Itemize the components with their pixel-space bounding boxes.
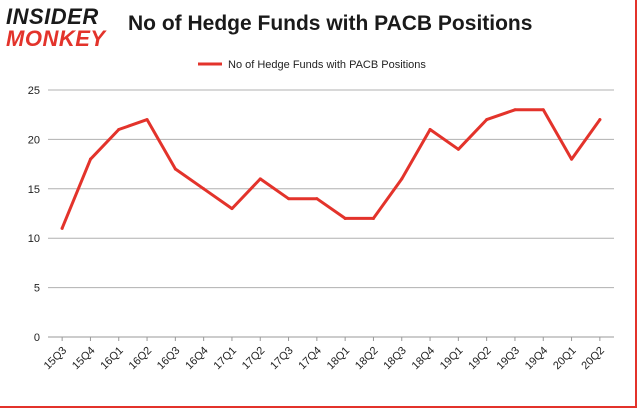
x-tick-label: 19Q3 xyxy=(495,345,523,373)
legend-label: No of Hedge Funds with PACB Positions xyxy=(228,59,426,71)
x-tick-label: 18Q3 xyxy=(381,345,409,373)
x-tick-label: 19Q1 xyxy=(438,345,466,373)
series-line xyxy=(60,108,602,230)
data-point xyxy=(400,177,404,181)
data-point xyxy=(570,157,574,161)
y-tick-label: 10 xyxy=(28,233,40,245)
data-point xyxy=(598,118,602,122)
x-tick-label: 17Q2 xyxy=(240,345,268,373)
y-tick-label: 25 xyxy=(28,85,40,97)
x-tick-label: 18Q4 xyxy=(410,345,438,373)
x-tick-label: 16Q4 xyxy=(183,345,211,373)
data-point xyxy=(173,167,177,171)
x-tick-label: 16Q2 xyxy=(127,345,155,373)
x-tick-label: 15Q4 xyxy=(70,345,98,373)
x-tick-label: 15Q3 xyxy=(42,345,70,373)
logo-line-2: MONKEY xyxy=(6,26,106,51)
data-point xyxy=(456,147,460,151)
logo-line-1: INSIDER xyxy=(6,4,99,29)
data-point xyxy=(287,197,291,201)
chart-title: No of Hedge Funds with PACB Positions xyxy=(128,12,533,35)
data-point xyxy=(202,187,206,191)
x-tick-label: 17Q1 xyxy=(212,345,240,373)
x-tick-label: 20Q2 xyxy=(579,345,607,373)
data-point xyxy=(258,177,262,181)
data-point xyxy=(485,118,489,122)
data-point xyxy=(230,207,234,211)
x-tick-label: 17Q3 xyxy=(268,345,296,373)
data-point xyxy=(371,216,375,220)
data-point xyxy=(343,216,347,220)
x-tick-label: 17Q4 xyxy=(296,345,324,373)
x-tick-label: 18Q2 xyxy=(353,345,381,373)
data-point xyxy=(513,108,517,112)
data-point xyxy=(117,128,121,132)
x-tick-label: 19Q4 xyxy=(523,345,551,373)
data-point xyxy=(60,226,64,230)
y-tick-label: 15 xyxy=(28,184,40,196)
y-tick-label: 0 xyxy=(34,332,40,344)
y-tick-label: 20 xyxy=(28,134,40,146)
data-point xyxy=(88,157,92,161)
x-tick-label: 19Q2 xyxy=(466,345,494,373)
data-point xyxy=(145,118,149,122)
x-tick-label: 16Q1 xyxy=(98,345,126,373)
x-tick-label: 16Q3 xyxy=(155,345,183,373)
x-tick-label: 18Q1 xyxy=(325,345,353,373)
data-point xyxy=(541,108,545,112)
data-point xyxy=(315,197,319,201)
y-tick-label: 5 xyxy=(34,283,40,295)
x-tick-label: 20Q1 xyxy=(551,345,579,373)
data-point xyxy=(428,128,432,132)
insider-monkey-logo: INSIDER MONKEY xyxy=(6,6,118,54)
